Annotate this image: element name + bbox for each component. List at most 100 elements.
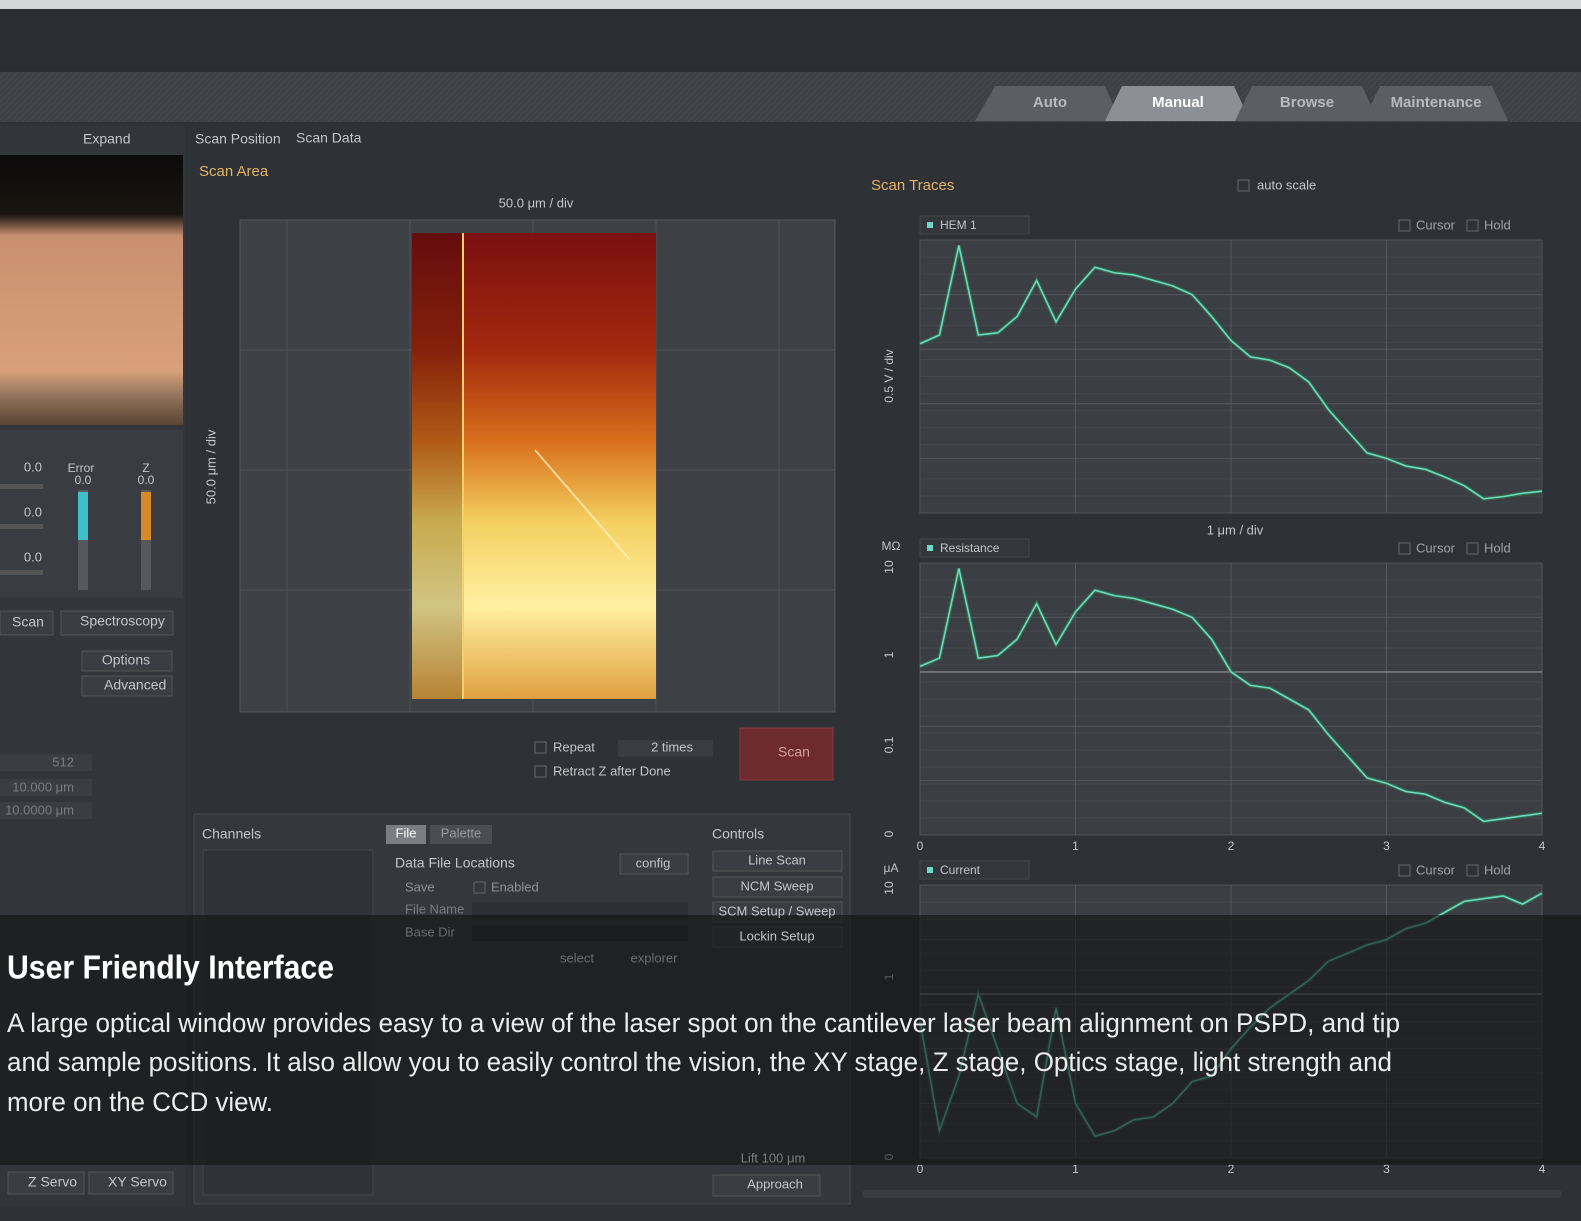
label: Data File Locations [395,855,515,871]
label: NCM Sweep [741,878,814,893]
label: Z Servo [28,1174,77,1190]
checkbox[interactable] [1466,219,1479,232]
caption-text: A large optical window provides easy to … [7,1008,1400,1038]
error-bar [78,492,88,540]
top-strip [0,0,1581,9]
scan-feature [534,449,631,561]
x-tick-label: 1 [1072,839,1079,853]
scan-image [412,233,656,699]
label: Scan [12,614,44,630]
label: Channels [202,826,261,842]
checkbox[interactable] [1398,219,1411,232]
label: Palette [441,825,481,840]
legend-label: Resistance [940,541,1000,555]
meter [0,484,43,489]
x-tick-label: 3 [1383,839,1390,853]
label: Retract Z after Done [553,763,671,778]
file-name-field[interactable] [472,902,688,918]
label: Scan [778,744,810,760]
field[interactable] [0,802,92,819]
checkbox[interactable] [1466,542,1479,555]
caption-text: more on the CCD view. [7,1087,273,1117]
x-tick-label: 2 [1228,839,1235,853]
label: Save [405,879,435,894]
checkbox[interactable] [1466,864,1479,877]
label: 10.0000 μm [5,802,74,817]
advanced-button[interactable] [81,675,173,697]
label: 0.0 [138,473,155,487]
approach-button[interactable] [712,1174,821,1197]
repeat-field[interactable] [618,740,713,757]
spectroscopy-tab[interactable] [60,610,174,636]
trace [919,568,1543,823]
scan-tab[interactable] [0,610,54,636]
hold-label: Hold [1484,540,1511,555]
options-button[interactable] [81,650,173,672]
checkbox[interactable] [1398,864,1411,877]
file-tab[interactable] [386,825,426,844]
legend-label: Current [940,863,981,877]
caption-title: User Friendly Interface [7,949,334,986]
tab[interactable] [1363,86,1508,121]
label: Options [102,652,150,668]
xy-servo-button[interactable] [88,1171,174,1195]
label: File [396,825,417,840]
tab-label: Manual [1152,94,1204,111]
checkbox[interactable] [473,881,486,894]
label: Lockin Setup [739,928,814,943]
meter [0,524,43,529]
cursor-label: Cursor [1416,862,1456,877]
label: Base Dir [405,924,456,939]
label: auto scale [1257,177,1316,192]
tab[interactable] [975,86,1120,121]
label: 0.0 [24,504,42,519]
label: explorer [631,950,679,965]
label: 0.0 [24,549,42,564]
unit-label: MΩ [882,539,901,553]
x-tick-label: 4 [1539,1162,1546,1176]
scan-button[interactable] [739,727,834,781]
label: Line Scan [748,852,806,867]
palette-tab[interactable] [430,825,492,844]
scrollbar[interactable] [862,1190,1562,1198]
label: 10.000 μm [12,779,74,794]
label: 0.0 [75,473,92,487]
label: Error [68,461,95,475]
y-axis-label: 0.5 V / div [882,349,896,402]
control-button[interactable] [712,876,843,898]
label: Scan Area [199,163,269,180]
label: Scan Traces [871,177,954,194]
x-tick-label: 2 [1228,1162,1235,1176]
hold-label: Hold [1484,862,1511,877]
x-tick-label: 0 [917,1162,924,1176]
hold-label: Hold [1484,217,1511,232]
tab[interactable] [1235,86,1378,121]
y-tick-label: 0 [882,830,896,837]
tab-label: Browse [1280,94,1334,111]
checkbox[interactable] [1237,179,1250,192]
config-button[interactable] [619,853,689,875]
z-servo-button[interactable] [7,1171,85,1195]
x-tick-label: 4 [1539,839,1546,853]
label: 2 times [651,739,693,754]
label: Spectroscopy [80,613,165,629]
checkbox[interactable] [1398,542,1411,555]
field[interactable] [0,754,92,771]
label: Enabled [491,879,539,894]
header [0,9,1581,71]
legend-box [919,215,1030,235]
label: 512 [52,754,74,769]
y-tick-label: 10 [882,881,896,895]
label: Controls [712,826,764,842]
label: 50.0 μm / div [203,429,218,504]
control-button[interactable] [712,850,843,872]
tab-active[interactable] [1105,86,1250,121]
x-tick-label: 3 [1383,1162,1390,1176]
meter [0,570,43,575]
checkbox[interactable] [534,765,547,778]
field[interactable] [0,779,92,796]
checkbox[interactable] [534,741,547,754]
legend-swatch [927,545,933,551]
